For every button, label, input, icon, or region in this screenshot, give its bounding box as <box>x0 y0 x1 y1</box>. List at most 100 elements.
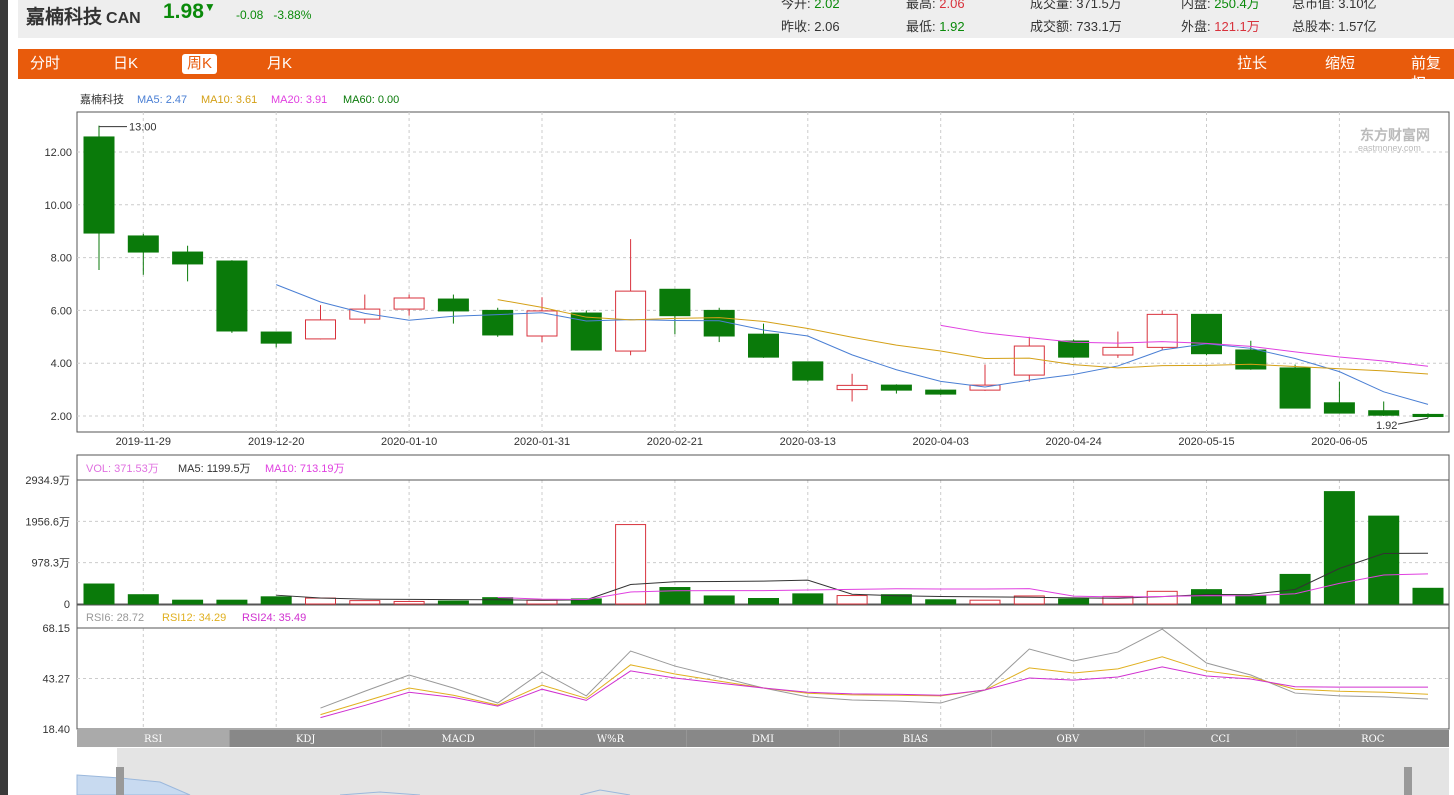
volume-bar <box>1191 589 1222 605</box>
stock-title: 嘉楠科技 CAN <box>26 2 141 29</box>
candle <box>1102 346 1134 356</box>
legend-ma10: MA10: 3.61 <box>201 94 257 106</box>
candle <box>83 136 115 234</box>
range-navigator[interactable] <box>77 748 1449 795</box>
change-value: -0.08 <box>236 8 264 22</box>
legend-name: 嘉楠科技 <box>80 92 124 106</box>
navigator-right-handle[interactable] <box>1404 767 1412 795</box>
ma20-line <box>940 324 1429 367</box>
volume-bar <box>925 599 957 605</box>
rsi-y-tick: 68.15 <box>42 623 70 635</box>
x-tick-label: 2020-04-03 <box>913 436 969 448</box>
navigator-area <box>76 774 191 795</box>
quote-item: 最低: 1.92 <box>906 16 965 35</box>
volume-bar <box>1368 515 1400 605</box>
ma10-line <box>497 299 1429 375</box>
quote-header: 嘉楠科技 CAN 1.98▼ -0.08 -3.88% 今开: 2.02 最高: 2… <box>18 0 1454 38</box>
volume-bar <box>836 595 868 605</box>
candle <box>792 361 824 381</box>
vol-y-tick: 978.3万 <box>31 558 70 570</box>
candle <box>1279 367 1311 409</box>
indicator-tab-macd[interactable] <box>381 730 535 747</box>
candle <box>260 331 292 344</box>
volume-bar <box>526 599 558 605</box>
indicator-tab-obv[interactable] <box>991 730 1145 747</box>
adjust-button[interactable]: 前复权 <box>1411 55 1442 92</box>
volume-bar <box>83 583 115 605</box>
candle <box>349 308 381 320</box>
candle <box>659 288 691 317</box>
y-tick-label: 10.00 <box>44 200 72 212</box>
watermark-logo: 东方财富网 <box>1360 127 1430 143</box>
quote-value: 2.02 <box>814 0 840 11</box>
volume-bar <box>1146 590 1178 605</box>
rsi-y-tick: 43.27 <box>42 674 70 686</box>
candle <box>1013 345 1045 376</box>
candle <box>1235 349 1267 370</box>
legend-ma20: MA20: 3.91 <box>271 94 327 106</box>
volume-bar <box>305 597 336 605</box>
change-percent: -3.88% <box>273 8 312 22</box>
tab-weekly[interactable]: 周K <box>182 54 218 74</box>
quote-item: 昨收: 2.06 <box>781 16 840 35</box>
quote-label: 成交量: <box>1030 0 1073 11</box>
quote-item: 成交额: 733.1万 <box>1030 16 1122 35</box>
candle <box>880 384 912 391</box>
quote-label: 昨收: <box>781 19 811 34</box>
navigator-left-handle[interactable] <box>116 767 124 795</box>
volume-bar <box>216 599 248 605</box>
shrink-button[interactable]: 缩短 <box>1325 55 1356 72</box>
quote-value: 2.06 <box>939 0 965 11</box>
indicator-tab-roc[interactable] <box>1296 730 1449 747</box>
volume-bar <box>792 593 824 605</box>
indicator-tab-cci[interactable] <box>1144 730 1297 747</box>
candle <box>1191 313 1222 355</box>
volume-bar <box>260 596 292 605</box>
volume-bar <box>127 594 159 605</box>
tab-intraday[interactable]: 分时 <box>30 55 61 72</box>
navigator-area-line <box>339 789 631 795</box>
x-tick-label: 2020-03-13 <box>780 436 836 448</box>
volume-bar <box>1058 598 1090 605</box>
indicator-tab-wr[interactable] <box>534 730 687 747</box>
stretch-button[interactable]: 拉长 <box>1237 55 1268 72</box>
indicator-tab-kdj[interactable] <box>229 730 382 747</box>
indicator-tab-bias[interactable] <box>839 730 992 747</box>
quote-label: 内盘: <box>1181 0 1211 11</box>
stock-code: CAN <box>106 10 141 27</box>
indicator-tab-label: OBV <box>1056 734 1080 745</box>
candle <box>393 297 425 310</box>
quote-label: 最高: <box>906 0 936 11</box>
indicator-tab-label: RSI <box>144 734 162 745</box>
indicator-tab-label: MACD <box>442 734 475 745</box>
vol-legend-ma10: MA10: 713.19万 <box>265 463 345 475</box>
quote-item: 成交量: 371.5万 <box>1030 0 1122 12</box>
y-tick-label: 4.00 <box>51 358 72 370</box>
volume-bar <box>349 600 381 605</box>
min-annotation: 1.92 <box>1376 420 1397 432</box>
rsi12-line <box>320 656 1429 716</box>
volume-bar <box>1235 595 1267 605</box>
volume-bar <box>748 598 779 605</box>
price-panel-frame <box>76 111 1450 433</box>
quote-label: 今开: <box>781 0 811 11</box>
vol-ma5-line <box>276 552 1429 601</box>
candle <box>216 260 248 332</box>
volume-bar <box>659 587 691 605</box>
indicator-tab-rsi[interactable] <box>77 730 230 747</box>
legend-ma60: MA60: 0.00 <box>343 94 399 106</box>
quote-item: 最高: 2.06 <box>906 0 965 12</box>
quote-value: 121.1万 <box>1214 19 1260 34</box>
volume-bar <box>393 600 425 605</box>
price-value: 1.98 <box>163 0 204 23</box>
ma5-line <box>276 284 1429 405</box>
quote-item: 总市值: 3.10亿 <box>1292 0 1377 12</box>
tab-monthly[interactable]: 月K <box>267 55 293 72</box>
tab-daily[interactable]: 日K <box>113 55 139 72</box>
vol-y-tick: 1956.6万 <box>25 516 70 528</box>
watermark-url: eastmoney.com <box>1358 143 1421 153</box>
min-marker <box>1397 417 1429 425</box>
indicator-tab-dmi[interactable] <box>686 730 840 747</box>
price-change: -0.08 -3.88% <box>236 8 311 22</box>
